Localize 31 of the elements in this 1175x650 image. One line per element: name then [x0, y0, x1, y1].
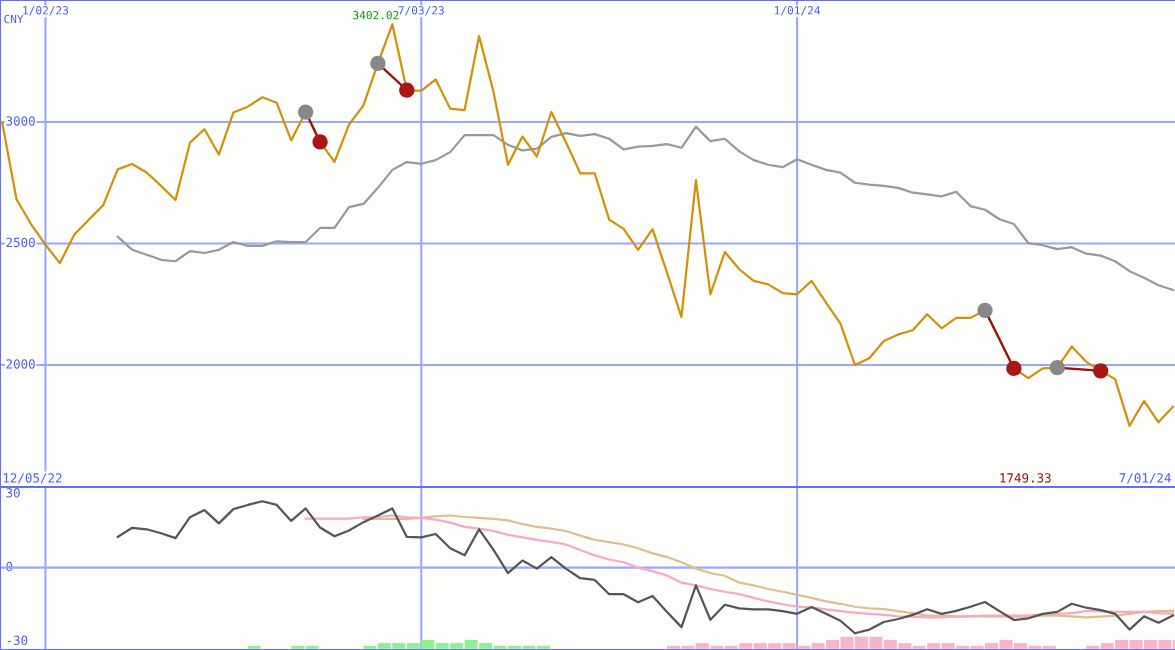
point — [399, 82, 415, 98]
bar — [247, 645, 261, 649]
bar — [305, 645, 319, 649]
bar — [291, 645, 305, 649]
annotation: 1749.33 — [1000, 473, 1051, 483]
y-tick-label: 3000 — [6, 116, 35, 126]
point — [297, 104, 314, 120]
annotation: 7/01/24 — [1119, 473, 1171, 484]
point — [370, 55, 386, 72]
annotation: 12/05/22 — [3, 473, 62, 484]
point — [1049, 360, 1065, 376]
annotation: 3402.02 — [353, 10, 399, 20]
x-tick-label: 7/03/23 — [398, 6, 444, 16]
line-series — [116, 500, 1175, 635]
x-tick-label: 1/01/24 — [775, 6, 820, 16]
point — [312, 134, 328, 150]
bar — [536, 645, 550, 649]
y-tick-label: 30 — [6, 488, 20, 498]
bar — [363, 645, 377, 649]
point — [1006, 360, 1022, 377]
line-series — [116, 125, 1175, 292]
y-tick-label: -30 — [7, 635, 28, 646]
y-tick-label: 2000 — [6, 359, 35, 369]
bar — [1086, 645, 1100, 649]
x-tick-label: 1/02/23 — [23, 6, 69, 16]
y-tick-label: 2500 — [6, 237, 35, 248]
bar — [1042, 645, 1056, 649]
y-axis-title: CNY — [4, 14, 24, 24]
line-series — [0, 23, 1175, 428]
point — [977, 302, 993, 318]
point — [1093, 363, 1109, 379]
